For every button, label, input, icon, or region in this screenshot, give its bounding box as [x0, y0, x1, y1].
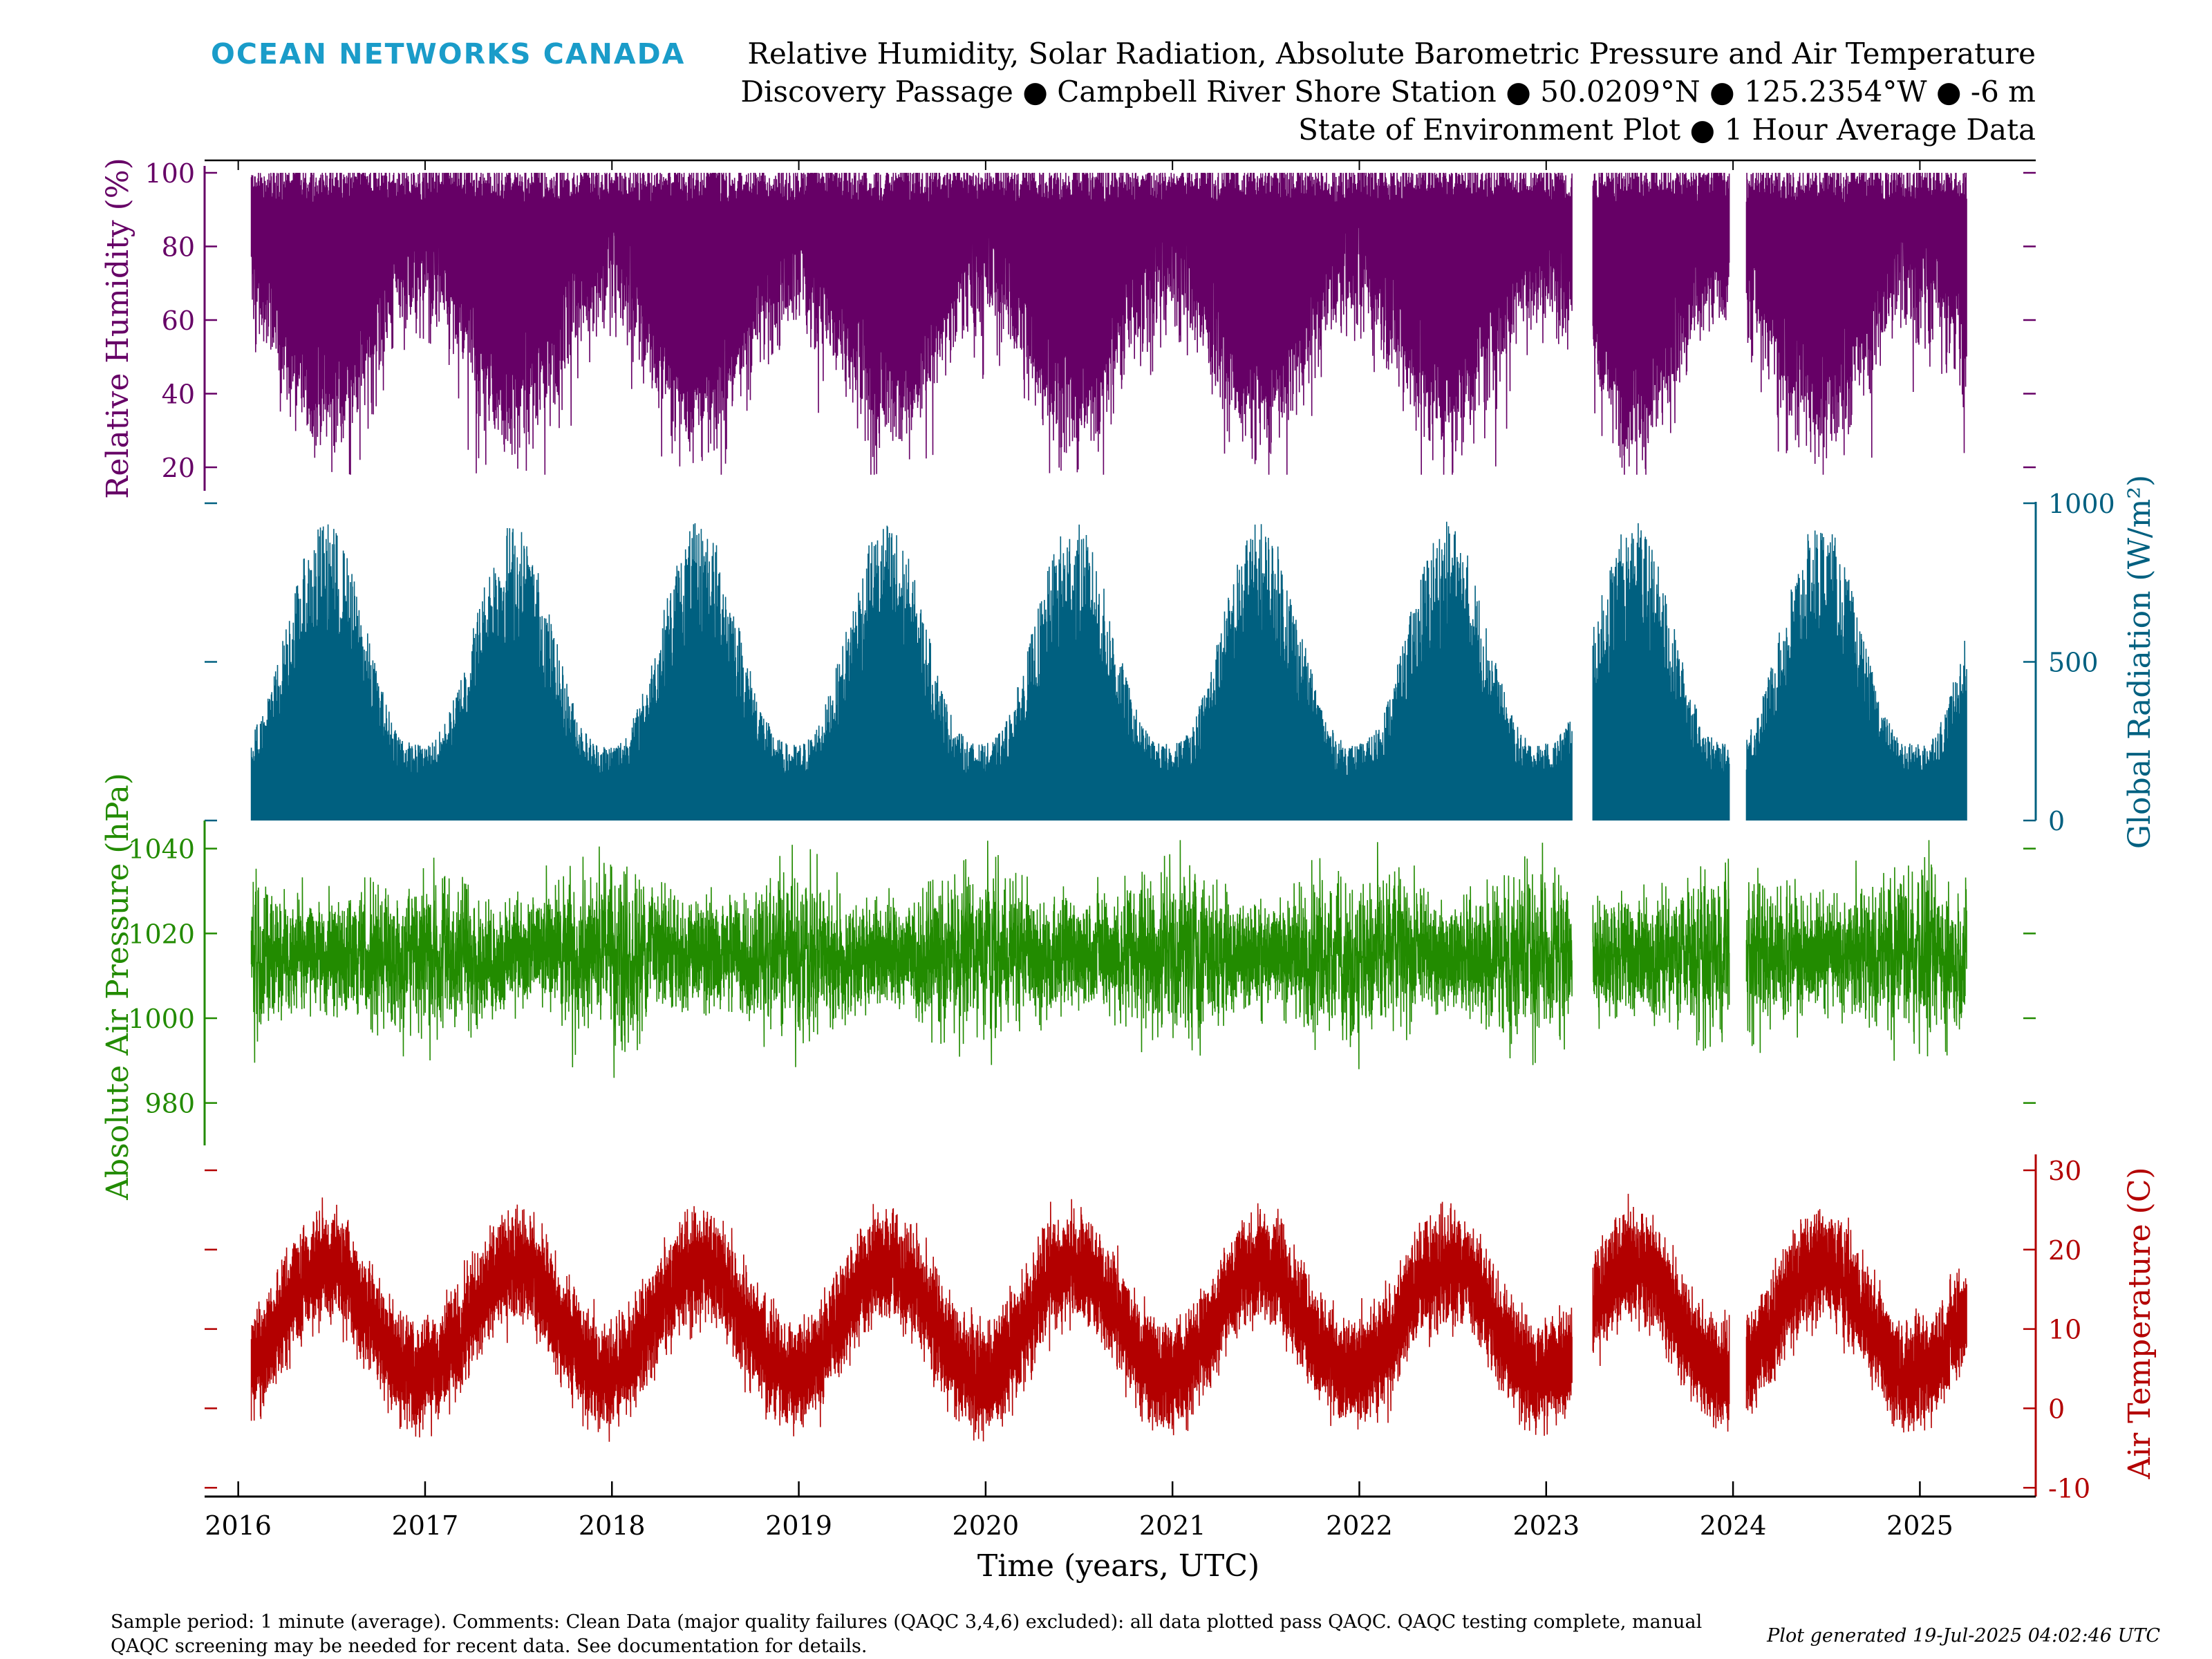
y-tick-label-humidity: 100 — [144, 158, 195, 189]
y-axis-label-pressure: Absolute Air Pressure (hPa) — [100, 773, 135, 1201]
x-tick-label: 2016 — [205, 1510, 272, 1541]
y-tick-label-temperature: -10 — [2048, 1473, 2090, 1503]
y-tick-label-humidity: 80 — [162, 232, 195, 263]
x-axis: 2016 2017 2018 2019 2020 2021 2022 2023 2024 2025 — [205, 159, 2036, 1541]
chart-title: Relative Humidity, Solar Radiation, Abso… — [747, 37, 2036, 71]
series-radiation-line — [250, 521, 1967, 821]
series-pressure-line — [250, 840, 1967, 1078]
y-tick-label-radiation: 0 — [2048, 806, 2065, 836]
footer-comments-line1: Sample period: 1 minute (average). Comme… — [111, 1611, 1702, 1633]
series-temperature-line — [250, 1193, 1967, 1442]
y-tick-label-humidity: 20 — [162, 453, 195, 483]
y-tick-label-temperature: 30 — [2048, 1156, 2081, 1186]
panel-radiation: 0 500 1000 Global Radiation (W/m²) — [205, 475, 2157, 849]
y-tick-label-temperature: 10 — [2048, 1315, 2081, 1345]
y-axis-label-humidity: Relative Humidity (%) — [100, 158, 135, 499]
x-tick-label: 2021 — [1139, 1510, 1206, 1541]
panel-humidity: 20 40 60 80 100 Relative Humidity (%) — [100, 158, 2036, 499]
x-tick-label: 2023 — [1512, 1510, 1580, 1541]
x-tick-label: 2018 — [579, 1510, 646, 1541]
x-tick-label: 2017 — [392, 1510, 459, 1541]
plot-generated-timestamp: Plot generated 19-Jul-2025 04:02:46 UTC — [1766, 1625, 2160, 1647]
footer-comments-line2: QAQC screening may be needed for recent … — [111, 1635, 867, 1657]
y-tick-label-pressure: 1040 — [128, 834, 195, 865]
x-tick-label: 2019 — [765, 1510, 832, 1541]
plot-type-label: State of Environment Plot ● 1 Hour Avera… — [1298, 113, 2036, 147]
y-tick-label-pressure: 1020 — [128, 919, 195, 949]
x-axis-label: Time (years, UTC) — [977, 1548, 1259, 1584]
y-tick-label-temperature: 0 — [2048, 1394, 2065, 1424]
panel-temperature: -10 0 10 20 30 Air Temperature (C) — [205, 1154, 2157, 1503]
brand-logo-text: OCEAN NETWORKS CANADA — [211, 37, 685, 71]
y-tick-label-humidity: 60 — [162, 306, 195, 336]
y-tick-label-pressure: 980 — [144, 1089, 195, 1119]
series-humidity-line — [250, 172, 1967, 475]
x-tick-label: 2020 — [953, 1510, 1020, 1541]
x-tick-label: 2022 — [1326, 1510, 1393, 1541]
y-tick-label-humidity: 40 — [162, 379, 195, 410]
y-tick-label-pressure: 1000 — [128, 1004, 195, 1034]
y-tick-label-radiation: 500 — [2048, 648, 2099, 678]
x-tick-label: 2024 — [1700, 1510, 1767, 1541]
y-tick-label-temperature: 20 — [2048, 1235, 2081, 1266]
chart-subtitle: Discovery Passage ● Campbell River Shore… — [740, 75, 2036, 109]
y-axis-label-radiation: Global Radiation (W/m²) — [2122, 475, 2157, 849]
x-tick-label: 2025 — [1886, 1510, 1953, 1541]
y-tick-label-radiation: 1000 — [2048, 489, 2115, 519]
y-axis-label-temperature: Air Temperature (C) — [2122, 1167, 2157, 1479]
